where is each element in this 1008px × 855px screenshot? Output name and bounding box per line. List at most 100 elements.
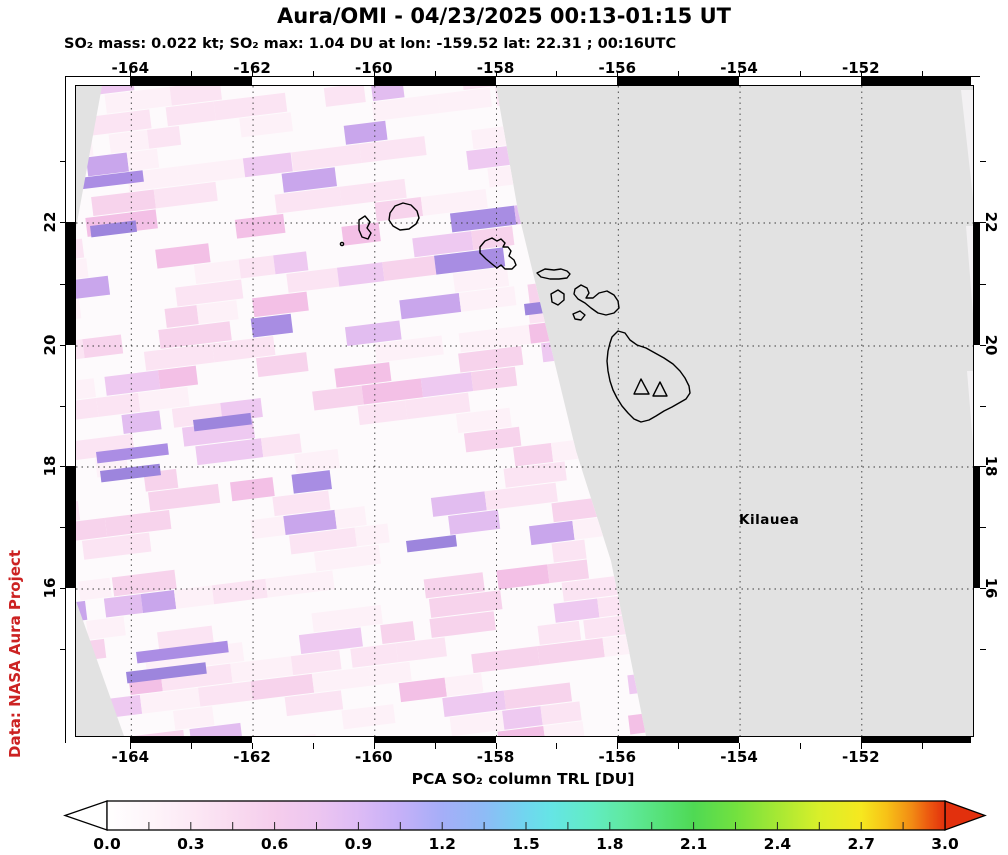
axis-tick-mark [739, 743, 741, 749]
axis-tick-mark [980, 161, 986, 162]
frame-stripe-segment [66, 466, 75, 588]
lon-tick-label: -156 [598, 59, 637, 77]
axis-tick-mark [60, 527, 66, 528]
island-niihau [358, 215, 372, 240]
lat-tick-label: 22 [41, 211, 59, 233]
colorbar-tick-label: 1.2 [428, 835, 456, 853]
axis-tick-mark [495, 743, 497, 749]
axis-tick-mark [860, 71, 862, 77]
island-hawaii [606, 330, 691, 423]
frame-stripe-segment [971, 77, 980, 222]
axis-tick-mark [434, 71, 436, 77]
data-credit-label: Data: NASA Aura Project [6, 550, 24, 758]
axis-tick-mark [617, 71, 619, 77]
island-kahoolawe [572, 310, 586, 321]
swath-edge-sliver [966, 226, 973, 314]
swath-edge-wedge [76, 601, 124, 736]
axis-tick-mark [130, 71, 132, 77]
frame-stripe-segment [252, 77, 374, 85]
map-canvas [76, 86, 973, 736]
lat-tick-label: 18 [41, 455, 59, 477]
axis-tick-mark [60, 345, 66, 346]
axis-tick-mark [980, 527, 986, 528]
frame-stripe-segment [860, 77, 979, 85]
colorbar-tick-label: 3.0 [931, 835, 959, 853]
axis-tick-mark [980, 345, 986, 346]
swath-edge-sliver [967, 371, 973, 444]
axis-tick-mark [980, 649, 986, 650]
lon-tick-label: -154 [720, 59, 758, 77]
frame-stripe-segment [130, 735, 253, 743]
lon-tick-label: -154 [720, 748, 758, 766]
frame-stripe-segment [971, 345, 980, 466]
lat-tick-label: 16 [41, 577, 59, 599]
axis-tick-mark [60, 466, 66, 467]
colorbar-tick-label: 2.4 [763, 835, 792, 853]
frame-stripe-segment [495, 735, 618, 743]
lon-tick-label: -158 [476, 748, 515, 766]
volcano-label: Kilauea [739, 512, 800, 528]
frame-stripe-segment [130, 77, 253, 85]
axis-tick-mark [980, 222, 986, 223]
volcano-triangle-marker [633, 378, 650, 395]
lon-tick-label: -156 [598, 748, 637, 766]
frame-stripe-segment [252, 735, 374, 743]
axis-tick-mark [980, 283, 986, 285]
frame-stripe-segment [66, 345, 75, 466]
island-kauai [388, 202, 420, 231]
frame-stripe-segment [971, 588, 980, 743]
frame-stripe-segment [66, 77, 131, 85]
frame-stripe-segment [739, 77, 861, 85]
frame-stripe-right [971, 77, 980, 743]
frame-stripe-segment [617, 735, 740, 743]
axis-tick-mark [312, 71, 314, 77]
frame-stripe-segment [373, 77, 496, 85]
colorbar-tick-label: 0.0 [93, 835, 121, 853]
colorbar-tick-label: 2.1 [679, 835, 708, 853]
frame-stripe-segment [617, 77, 740, 85]
colorbar-tick-label: 0.9 [344, 835, 373, 853]
axis-tick-mark [373, 71, 375, 77]
volcano-triangle-marker [652, 381, 668, 397]
axis-tick-mark [556, 743, 558, 749]
lon-tick-label: -162 [233, 748, 271, 766]
frame-stripe-segment [860, 735, 979, 743]
axis-tick-mark [191, 71, 193, 77]
frame-stripe-segment [971, 466, 980, 588]
lon-tick-label: -158 [476, 59, 515, 77]
axis-tick-mark [556, 71, 558, 77]
lon-tick-label: -162 [233, 59, 271, 77]
frame-stripe-segment [495, 77, 618, 85]
colorbar-underflow-arrow [63, 800, 108, 831]
axis-tick-mark [60, 588, 66, 589]
axis-tick-mark [739, 71, 741, 77]
island-maui [573, 284, 620, 316]
axis-tick-mark [860, 743, 862, 749]
axis-tick-mark [980, 466, 986, 467]
lon-tick-label: -160 [355, 59, 393, 77]
swath-edge-wedge [76, 86, 102, 228]
axis-tick-mark [799, 743, 801, 749]
frame-stripe-segment [66, 77, 75, 222]
colorbar-overflow-arrow [944, 800, 987, 831]
swath-region [76, 86, 646, 736]
so2-stats-subtitle: SO₂ mass: 0.022 kt; SO₂ max: 1.04 DU at … [64, 36, 677, 52]
colorbar-tick-label: 1.8 [596, 835, 624, 853]
frame-stripe-segment [66, 588, 75, 743]
frame-stripe-top [66, 77, 979, 85]
colorbar-tick-label: 2.7 [847, 835, 875, 853]
axis-tick-mark [980, 588, 986, 589]
axis-tick-mark [495, 71, 497, 77]
axis-tick-mark [252, 71, 254, 77]
island-kaula [339, 241, 345, 247]
lon-tick-label: -160 [355, 748, 393, 766]
axis-tick-mark [617, 743, 619, 749]
island-oahu [479, 237, 517, 270]
frame-stripe-segment [971, 222, 980, 345]
colorbar-title: PCA SO₂ column TRL [DU] [411, 770, 635, 788]
frame-stripe-bottom [66, 735, 979, 743]
colorbar-tick-marks [148, 822, 904, 830]
axis-tick-mark [921, 71, 923, 77]
lat-tick-label: 20 [41, 334, 59, 356]
